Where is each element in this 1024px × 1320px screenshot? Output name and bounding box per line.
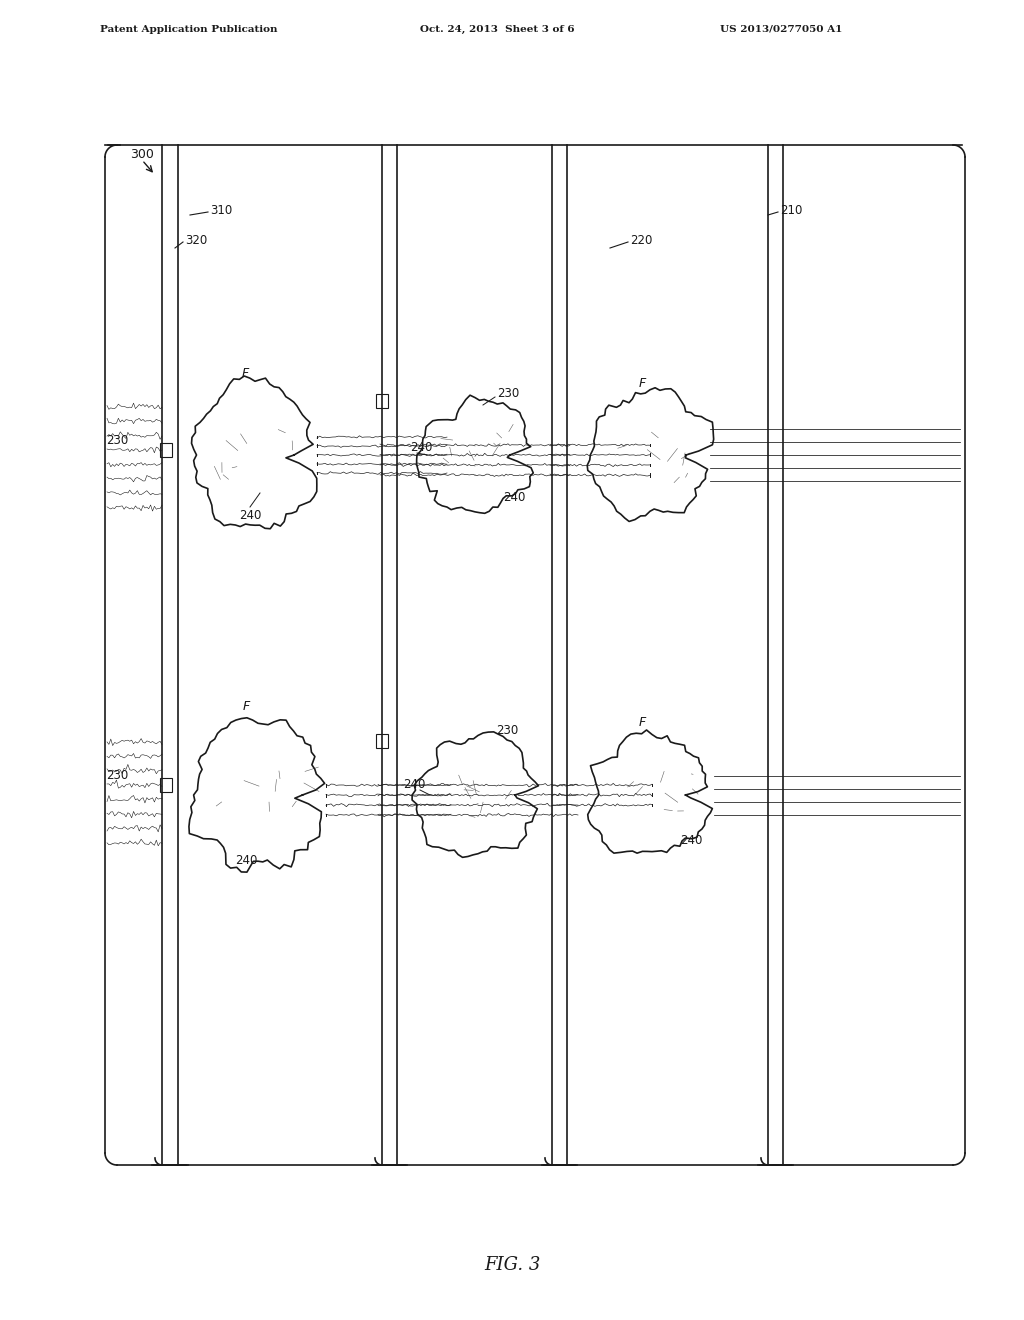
Text: 230: 230 [497, 387, 519, 400]
Text: 210: 210 [780, 203, 803, 216]
Text: 240: 240 [403, 779, 425, 792]
Text: 230: 230 [106, 768, 128, 781]
Bar [376, 734, 388, 748]
Text: Oct. 24, 2013  Sheet 3 of 6: Oct. 24, 2013 Sheet 3 of 6 [420, 25, 574, 34]
Text: 240: 240 [234, 854, 257, 866]
Bar [376, 393, 388, 408]
Text: 220: 220 [630, 234, 652, 247]
Text: F: F [242, 367, 249, 380]
Text: 300: 300 [130, 149, 154, 161]
Bar [160, 777, 172, 792]
Text: 240: 240 [410, 441, 432, 454]
Text: F: F [638, 717, 645, 730]
Text: 320: 320 [185, 234, 207, 247]
Text: 230: 230 [106, 433, 128, 446]
Text: F: F [638, 376, 645, 389]
Text: 240: 240 [239, 508, 261, 521]
Bar [160, 444, 172, 457]
Text: 240: 240 [503, 491, 525, 503]
Text: F: F [243, 701, 250, 714]
Text: FIG. 3: FIG. 3 [483, 1257, 541, 1274]
Text: 230: 230 [496, 723, 518, 737]
Text: 310: 310 [210, 203, 232, 216]
Text: US 2013/0277050 A1: US 2013/0277050 A1 [720, 25, 843, 34]
Text: Patent Application Publication: Patent Application Publication [100, 25, 278, 34]
Text: 240: 240 [680, 833, 702, 846]
